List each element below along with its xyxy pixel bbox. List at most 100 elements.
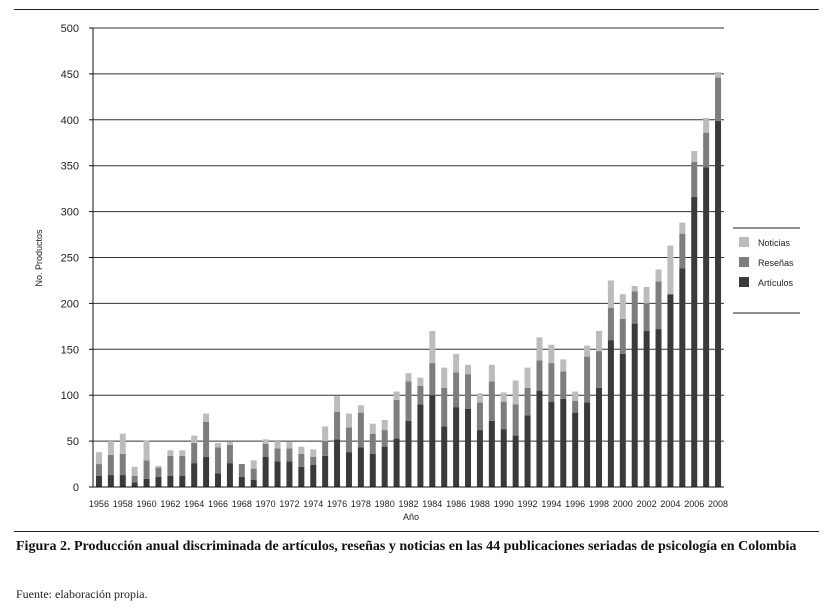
y-axis-label: No. Productos xyxy=(34,229,44,287)
legend-label: Artículos xyxy=(758,278,794,288)
bar-segment xyxy=(572,391,579,401)
chart-axes xyxy=(89,27,724,488)
bar-segment xyxy=(476,430,483,487)
bar-segment xyxy=(226,444,233,464)
bar-segment xyxy=(667,294,674,487)
bar-segment xyxy=(262,439,269,444)
bar-segment xyxy=(524,367,531,388)
bar-segment xyxy=(179,455,186,476)
bar-segment xyxy=(429,363,436,396)
bar-segment xyxy=(322,426,329,442)
bar-segment xyxy=(595,351,602,388)
bar-segment xyxy=(131,466,138,476)
bar-segment xyxy=(322,455,329,487)
bar-segment xyxy=(500,429,507,487)
bar-segment xyxy=(560,359,567,372)
bar-segment xyxy=(250,479,257,487)
bar-segment xyxy=(357,405,364,413)
bar-segment xyxy=(107,441,114,455)
x-tick-label: 1976 xyxy=(327,499,347,509)
bar-segment xyxy=(572,412,579,487)
x-tick-label: 1988 xyxy=(470,499,490,509)
bar-segment xyxy=(631,291,638,324)
bar-segment xyxy=(548,344,555,364)
y-tick-labels: 0 50 100 150 200 250 300 350 400 450 500 xyxy=(61,23,79,494)
bar-segment xyxy=(441,426,448,487)
bar-segment xyxy=(429,395,436,487)
bar-segment xyxy=(691,196,698,488)
x-tick-label: 1980 xyxy=(375,499,395,509)
x-tick-label: 1962 xyxy=(160,499,180,509)
bar-segment xyxy=(548,363,555,402)
bar-segment xyxy=(238,464,245,477)
bar-segment xyxy=(357,447,364,487)
bar-segment xyxy=(369,453,376,487)
y-tick-label: 500 xyxy=(61,23,79,35)
bar-segment xyxy=(155,467,162,477)
bar-segment xyxy=(595,330,602,352)
bar-segment xyxy=(417,386,424,405)
bar-segment xyxy=(191,463,198,487)
bar-segment xyxy=(143,460,150,479)
x-tick-label: 1998 xyxy=(589,499,609,509)
bar-segment xyxy=(334,396,341,412)
bar-segment xyxy=(441,367,448,388)
bar-segment xyxy=(286,448,293,462)
y-tick-label: 200 xyxy=(61,298,79,310)
y-tick-label: 150 xyxy=(61,344,79,356)
bar-segment xyxy=(584,402,591,487)
bar-segment xyxy=(619,294,626,320)
bar-segment xyxy=(488,364,495,382)
bar-segment xyxy=(334,411,341,440)
bar-segment xyxy=(274,441,281,449)
bar-segment xyxy=(631,285,638,292)
x-tick-label: 2002 xyxy=(637,499,657,509)
bar-segment xyxy=(191,435,198,443)
bar-segment xyxy=(607,280,614,308)
bar-segment xyxy=(715,72,722,78)
bar-segment xyxy=(465,374,472,409)
bar-segment xyxy=(215,442,222,448)
bar-segment xyxy=(655,281,662,330)
bar-segment xyxy=(453,372,460,408)
y-tick-label: 0 xyxy=(73,482,79,494)
x-tick-label: 1996 xyxy=(565,499,585,509)
bar-segment xyxy=(215,447,222,474)
bar-segment xyxy=(107,454,114,476)
bar-segment xyxy=(369,433,376,454)
bar-segment xyxy=(226,442,233,445)
bar-segment xyxy=(286,461,293,487)
x-tick-label: 1982 xyxy=(398,499,418,509)
x-tick-label: 1994 xyxy=(541,499,561,509)
bar-segment xyxy=(536,390,543,487)
x-tick-label: 1972 xyxy=(279,499,299,509)
bar-segment xyxy=(465,408,472,487)
bar-segment xyxy=(584,345,591,357)
bar-segment xyxy=(119,453,126,476)
y-tick-label: 400 xyxy=(61,115,79,127)
bar-segment xyxy=(679,268,686,487)
top-rule xyxy=(14,9,819,10)
bar-segment xyxy=(262,443,269,457)
x-tick-label: 1966 xyxy=(208,499,228,509)
bar-segment xyxy=(298,466,305,487)
x-axis-label: Año xyxy=(403,512,419,522)
bar-segment xyxy=(512,380,519,405)
bar-segment xyxy=(119,475,126,487)
bar-segment xyxy=(143,440,150,461)
bar-segment xyxy=(95,475,102,487)
bar-segment xyxy=(488,381,495,421)
bar-segment xyxy=(357,412,364,448)
legend-swatch xyxy=(739,277,749,287)
bar-segment xyxy=(381,446,388,487)
bar-segment xyxy=(345,427,352,453)
figure-caption: Figura 2. Producción anual discriminada … xyxy=(16,537,806,557)
y-tick-label: 100 xyxy=(61,390,79,402)
bar-segment xyxy=(643,286,650,304)
bar-segment xyxy=(703,167,710,487)
bar-segment xyxy=(595,387,602,487)
bar-segment xyxy=(95,452,102,465)
bar-segment xyxy=(667,245,674,295)
bar-segment xyxy=(536,337,543,361)
